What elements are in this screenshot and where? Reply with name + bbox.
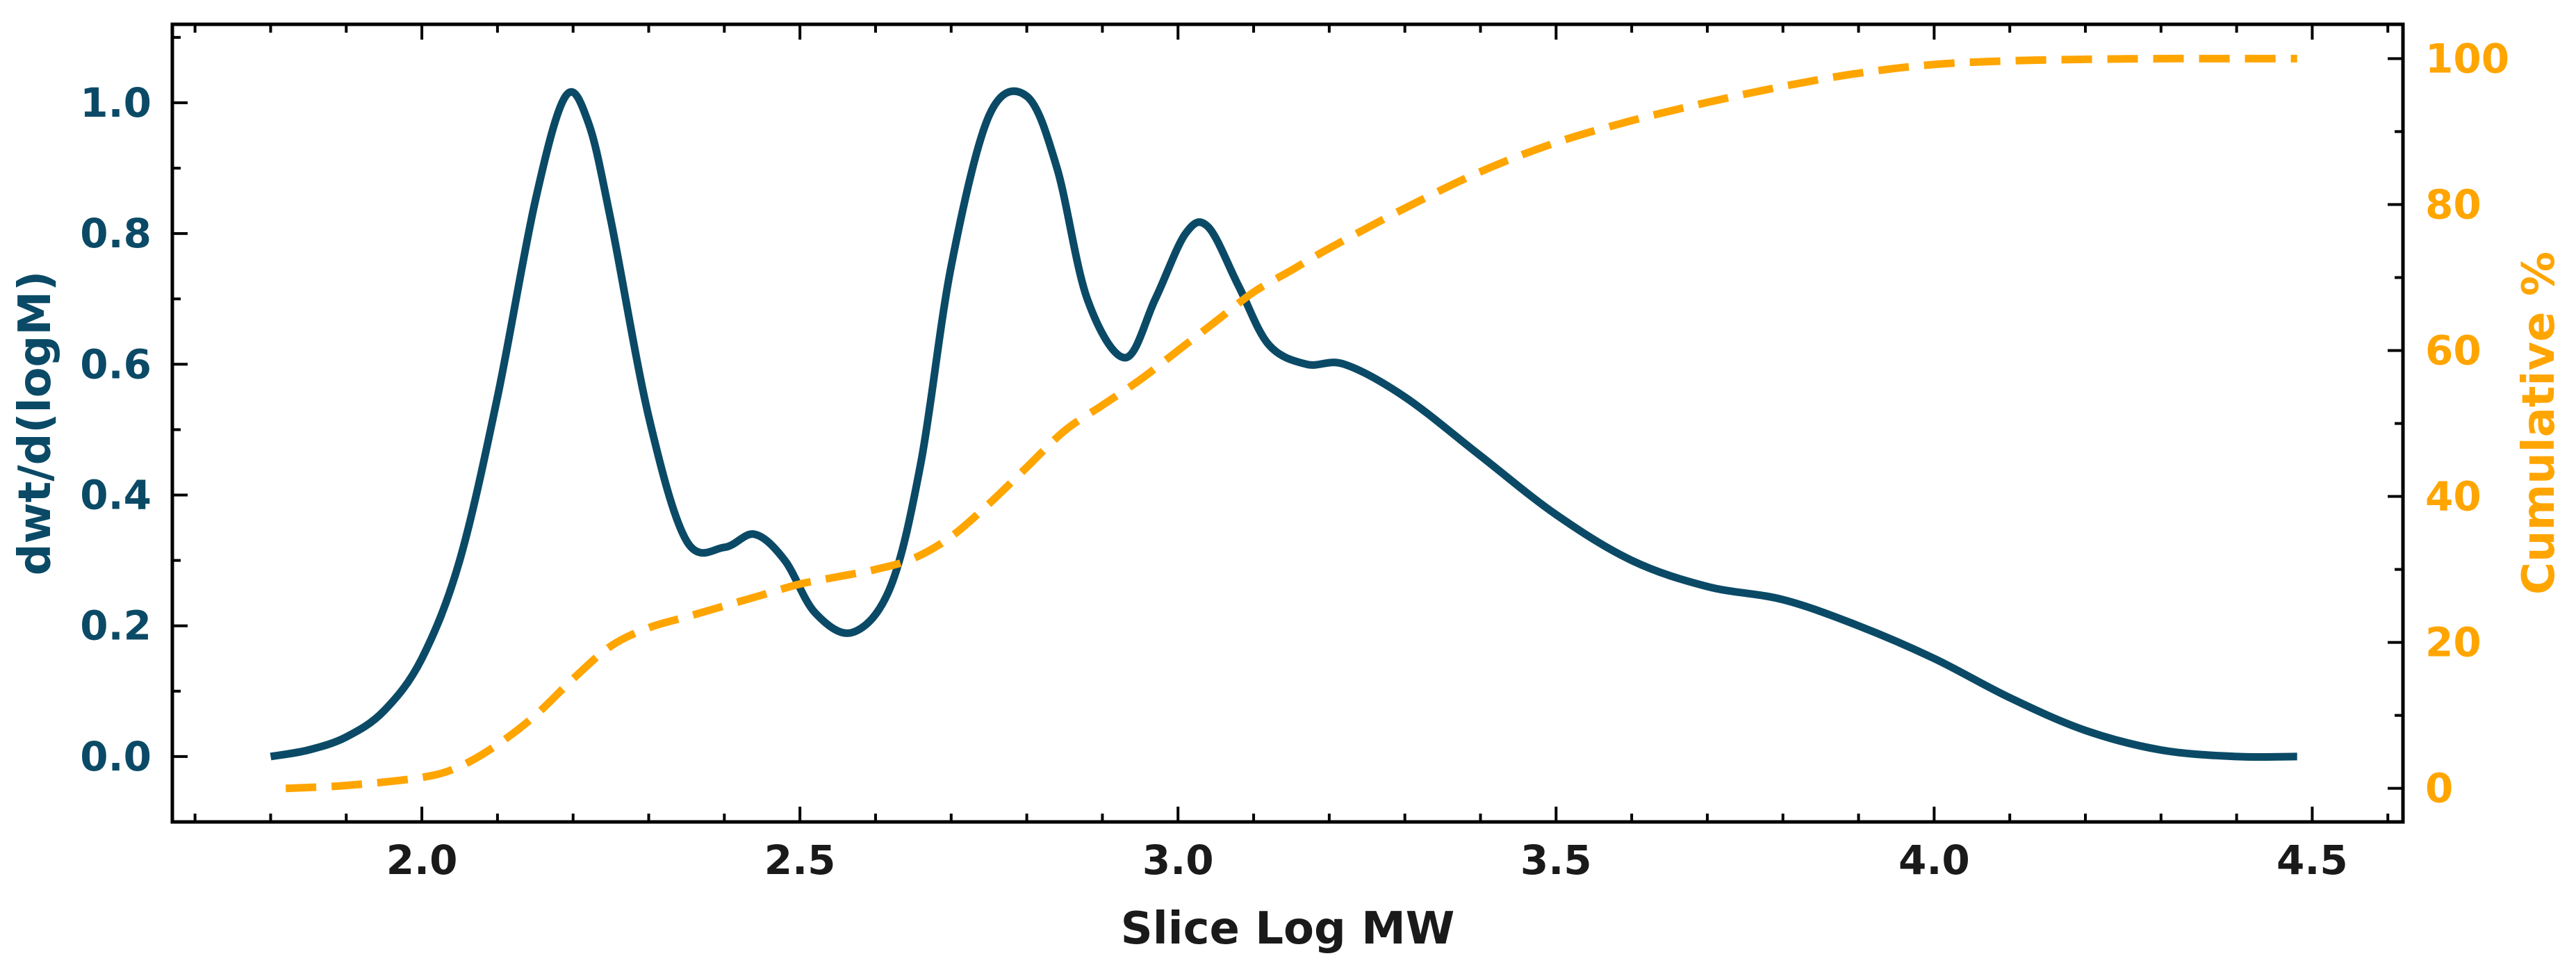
y-tick-label: 0.0 [80,733,151,780]
x-tick-label: 4.5 [2276,837,2348,884]
y2-tick-label: 60 [2425,327,2481,374]
x-tick-label: 2.5 [764,837,836,884]
y2-axis-title: Cumulative % [2513,252,2565,595]
y-tick-label: 0.2 [80,602,151,650]
y2-tick-label: 100 [2425,35,2509,82]
y2-tick-label: 0 [2425,765,2453,812]
y-tick-label: 0.6 [80,340,151,388]
x-tick-label: 3.0 [1142,837,1214,884]
series-line-cumulative [285,54,2297,793]
x-tick-label: 3.5 [1520,837,1592,884]
series-line-dwt [270,87,2297,761]
y2-tick-label: 80 [2425,181,2481,228]
y-axis-title: dwt/d(logM) [10,271,61,576]
y2-tick-label: 40 [2425,473,2481,520]
x-tick-label: 2.0 [386,837,458,884]
x-tick-label: 4.0 [1898,837,1970,884]
plot-frame [170,22,2405,824]
lines-layer [270,54,2297,793]
y-tick-label: 1.0 [80,79,151,126]
y-tick-label: 0.4 [80,472,151,519]
ticks-layer: 2.0 2.5 3.0 3.5 4.0 4.5 0.0 0.2 0.4 0.6 0.8 1.0 0 20 4… [80,24,2509,884]
y2-tick-label: 20 [2425,619,2481,666]
x-axis-title: Slice Log MW [1121,903,1455,955]
y-tick-label: 0.8 [80,210,151,257]
